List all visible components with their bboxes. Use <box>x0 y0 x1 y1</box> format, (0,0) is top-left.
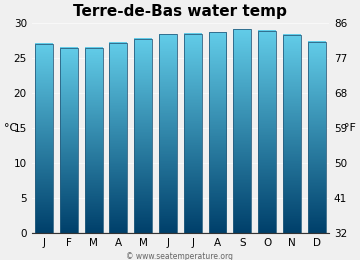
Text: © www.seatemperature.org: © www.seatemperature.org <box>126 252 234 260</box>
Bar <box>258 31 276 233</box>
Bar <box>60 48 78 233</box>
Bar <box>233 29 251 233</box>
Title: Terre-de-Bas water temp: Terre-de-Bas water temp <box>73 4 287 19</box>
Bar <box>208 32 226 233</box>
Bar <box>283 35 301 233</box>
Bar <box>35 44 53 233</box>
Bar <box>184 34 202 233</box>
Bar <box>308 42 325 233</box>
Bar <box>85 48 103 233</box>
Y-axis label: °C: °C <box>4 123 17 133</box>
Y-axis label: °F: °F <box>344 123 356 133</box>
Bar <box>134 38 152 233</box>
Bar <box>159 34 177 233</box>
Bar <box>109 43 127 233</box>
